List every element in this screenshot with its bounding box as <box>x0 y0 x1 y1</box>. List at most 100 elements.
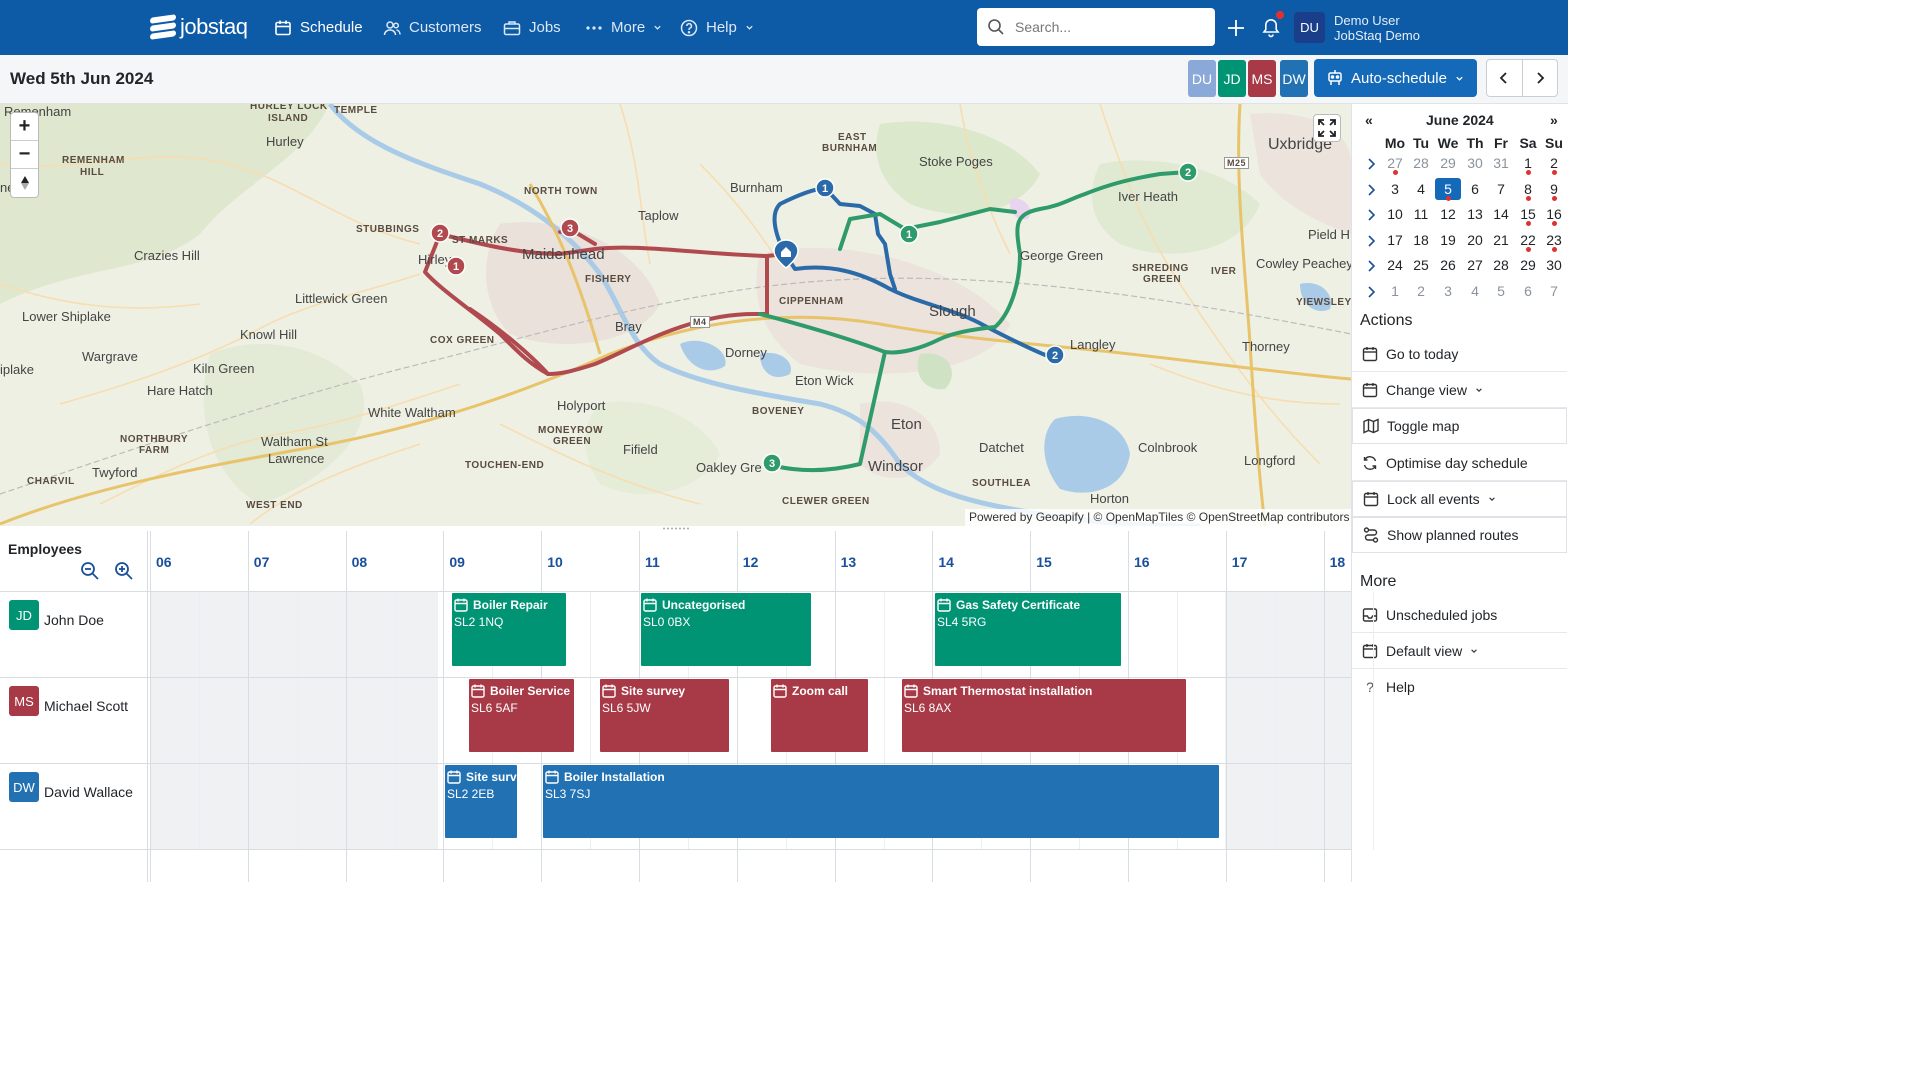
calendar-day[interactable]: 12 <box>1440 206 1456 222</box>
search-input[interactable] <box>1015 19 1195 35</box>
week-expand-icon[interactable] <box>1366 285 1376 299</box>
zoom-out-icon[interactable] <box>80 561 100 581</box>
week-expand-icon[interactable] <box>1366 157 1376 171</box>
change-view-button[interactable]: Change view <box>1352 372 1567 408</box>
calendar-day[interactable]: 30 <box>1467 155 1483 171</box>
calendar-day[interactable]: 2 <box>1550 155 1558 171</box>
prev-day-button[interactable] <box>1487 60 1523 96</box>
auto-schedule-button[interactable]: Auto-schedule <box>1314 59 1477 97</box>
reset-north-button[interactable] <box>11 169 38 197</box>
calendar-day[interactable]: 9 <box>1550 180 1558 197</box>
calendar-prev-button[interactable]: « <box>1365 112 1373 128</box>
app-logo[interactable]: jobstaq <box>150 12 248 42</box>
event-card[interactable]: Uncategorised SL0 0BX <box>641 593 811 666</box>
calendar-day[interactable]: 3 <box>1391 180 1399 197</box>
employee-name[interactable]: John Doe <box>44 612 104 628</box>
event-card[interactable]: Boiler Repair SL2 1NQ <box>452 593 566 666</box>
event-card[interactable]: Smart Thermostat installation SL6 8AX <box>902 679 1186 752</box>
calendar-day[interactable]: 23 <box>1546 231 1562 248</box>
default-view-button[interactable]: Default view <box>1352 633 1567 669</box>
lock-all-events-button[interactable]: Lock all events <box>1352 481 1567 517</box>
calendar-day[interactable]: 5 <box>1435 177 1461 200</box>
resize-handle[interactable] <box>661 526 691 531</box>
calendar-day[interactable]: 22 <box>1520 231 1536 248</box>
employee-name[interactable]: Michael Scott <box>44 698 129 714</box>
calendar-day[interactable]: 29 <box>1440 155 1456 171</box>
calendar-day[interactable]: 20 <box>1467 231 1483 248</box>
calendar-day[interactable]: 10 <box>1387 206 1403 222</box>
zoom-in-icon[interactable] <box>114 561 134 581</box>
zoom-out-button[interactable]: − <box>11 141 38 169</box>
calendar-day[interactable]: 1 <box>1524 155 1532 171</box>
filter-chip-dw[interactable]: DW <box>1280 60 1308 97</box>
calendar-day[interactable]: 25 <box>1413 257 1429 273</box>
event-card[interactable]: Boiler Installation SL3 7SJ <box>543 765 1219 838</box>
calendar-day[interactable]: 3 <box>1444 282 1452 299</box>
calendar-day[interactable]: 5 <box>1497 282 1505 299</box>
calendar-day[interactable]: 7 <box>1497 180 1505 197</box>
filter-chip-ms[interactable]: MS <box>1248 60 1276 97</box>
go-to-today-button[interactable]: Go to today <box>1352 336 1567 372</box>
route-map[interactable]: Remenham Hurley Taplow Burnham Stoke Pog… <box>0 104 1351 526</box>
calendar-day[interactable]: 27 <box>1467 257 1483 273</box>
nav-more[interactable]: More <box>585 0 662 55</box>
bell-icon[interactable] <box>1260 15 1282 39</box>
calendar-day[interactable]: 14 <box>1493 206 1509 222</box>
nav-help[interactable]: Help <box>680 0 754 55</box>
optimise-day-button[interactable]: Optimise day schedule <box>1352 445 1567 481</box>
event-card[interactable]: Zoom call <box>771 679 868 752</box>
fullscreen-button[interactable] <box>1313 114 1341 142</box>
calendar-day[interactable]: 19 <box>1440 231 1456 248</box>
calendar-day[interactable]: 27 <box>1387 155 1403 171</box>
calendar-day[interactable]: 15 <box>1520 206 1536 222</box>
event-card[interactable]: Site survey SL2 2EB <box>445 765 517 838</box>
week-expand-icon[interactable] <box>1366 208 1376 222</box>
calendar-day[interactable]: 13 <box>1467 206 1483 222</box>
calendar-day[interactable]: 31 <box>1493 155 1509 171</box>
search-box[interactable] <box>977 8 1215 46</box>
next-day-button[interactable] <box>1523 60 1558 96</box>
calendar-day[interactable]: 21 <box>1493 231 1509 248</box>
calendar-day[interactable]: 16 <box>1546 206 1562 222</box>
unscheduled-jobs-button[interactable]: Unscheduled jobs <box>1352 597 1567 633</box>
calendar-day[interactable]: 7 <box>1550 282 1558 299</box>
filter-chip-jd[interactable]: JD <box>1218 60 1246 97</box>
calendar-day[interactable]: 1 <box>1391 282 1399 299</box>
user-avatar[interactable]: DU <box>1294 12 1325 43</box>
calendar-next-button[interactable]: » <box>1550 112 1558 128</box>
calendar-day[interactable]: 17 <box>1387 231 1403 248</box>
calendar-day[interactable]: 28 <box>1413 155 1429 171</box>
calendar-day[interactable]: 6 <box>1524 282 1532 299</box>
calendar-day[interactable]: 30 <box>1546 257 1562 273</box>
event-card[interactable]: Boiler Service SL6 5AF <box>469 679 574 752</box>
help-button[interactable]: ? Help <box>1352 669 1567 705</box>
calendar-day[interactable]: 11 <box>1413 206 1429 222</box>
zoom-in-button[interactable]: + <box>11 113 38 141</box>
calendar-day[interactable]: 26 <box>1440 257 1456 273</box>
plus-icon[interactable] <box>1224 16 1248 40</box>
nav-customers[interactable]: Customers <box>383 0 482 55</box>
calendar-day[interactable]: 2 <box>1417 282 1425 299</box>
user-menu[interactable]: Demo User JobStaq Demo <box>1334 13 1420 43</box>
employee-name[interactable]: David Wallace <box>44 784 133 800</box>
event-card[interactable]: Site survey SL6 5JW <box>600 679 729 752</box>
week-expand-icon[interactable] <box>1366 259 1376 273</box>
calendar-day[interactable]: 4 <box>1471 282 1479 299</box>
nav-jobs[interactable]: Jobs <box>503 0 561 55</box>
calendar-day[interactable]: 24 <box>1387 257 1403 273</box>
week-expand-icon[interactable] <box>1366 234 1376 248</box>
calendar-day[interactable]: 29 <box>1520 257 1536 273</box>
calendar-icon <box>275 20 291 35</box>
show-planned-routes-button[interactable]: Show planned routes <box>1352 517 1567 553</box>
calendar-day[interactable]: 28 <box>1493 257 1509 273</box>
calendar-day[interactable]: 6 <box>1471 180 1479 197</box>
calendar-day[interactable]: 4 <box>1417 180 1425 197</box>
week-expand-icon[interactable] <box>1366 183 1376 197</box>
nav-schedule[interactable]: Schedule <box>274 0 363 55</box>
event-card[interactable]: Gas Safety Certificate SL4 5RG <box>935 593 1121 666</box>
toggle-map-button[interactable]: Toggle map <box>1352 408 1567 444</box>
calendar-month-title[interactable]: June 2024 <box>1426 112 1494 128</box>
calendar-day[interactable]: 8 <box>1524 180 1532 197</box>
filter-chip-du[interactable]: DU <box>1188 60 1216 97</box>
calendar-day[interactable]: 18 <box>1413 231 1429 248</box>
